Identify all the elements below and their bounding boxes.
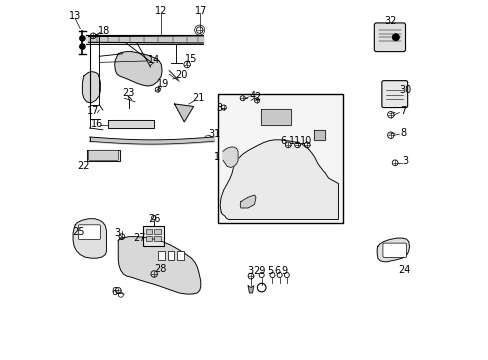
Text: 8: 8 (399, 128, 405, 138)
Text: 30: 30 (398, 85, 410, 95)
Text: 29: 29 (253, 266, 265, 276)
Text: 5: 5 (266, 266, 273, 276)
Polygon shape (73, 219, 106, 258)
Text: 31: 31 (207, 129, 220, 139)
Circle shape (80, 36, 85, 41)
Text: 3: 3 (216, 103, 222, 113)
Polygon shape (376, 238, 408, 262)
Polygon shape (115, 51, 162, 86)
Text: 27: 27 (133, 233, 146, 243)
Polygon shape (220, 140, 338, 220)
Bar (143, 226, 164, 246)
Polygon shape (260, 109, 290, 126)
Text: 21: 21 (192, 93, 204, 103)
Text: 24: 24 (397, 265, 409, 275)
Text: 10: 10 (300, 136, 312, 145)
Bar (217, 94, 343, 223)
Polygon shape (174, 104, 193, 122)
Circle shape (391, 34, 399, 41)
Text: 3: 3 (401, 156, 407, 166)
Text: 17: 17 (194, 6, 206, 16)
Text: 16: 16 (90, 120, 102, 129)
Text: 20: 20 (175, 70, 187, 80)
Text: 17: 17 (87, 106, 99, 116)
Polygon shape (240, 195, 255, 208)
Polygon shape (82, 72, 100, 103)
Polygon shape (107, 120, 154, 128)
Polygon shape (86, 35, 203, 44)
Polygon shape (118, 237, 201, 294)
FancyBboxPatch shape (373, 23, 405, 51)
Text: 11: 11 (288, 136, 300, 146)
Text: 12: 12 (155, 6, 167, 16)
Polygon shape (223, 147, 238, 167)
Text: 13: 13 (69, 11, 81, 21)
Polygon shape (87, 149, 120, 161)
Text: 6: 6 (280, 136, 286, 146)
Text: 6: 6 (111, 287, 118, 297)
Text: 22: 22 (78, 161, 90, 171)
Text: 9: 9 (281, 266, 287, 276)
Text: 18: 18 (98, 26, 110, 36)
Text: 19: 19 (156, 79, 168, 89)
Text: 26: 26 (148, 214, 160, 224)
Text: 23: 23 (122, 88, 134, 98)
Text: 7: 7 (399, 106, 406, 116)
Text: 4: 4 (249, 91, 255, 101)
Bar (154, 236, 160, 241)
Bar (177, 251, 183, 260)
Text: 6: 6 (274, 266, 280, 276)
Text: 1: 1 (213, 152, 219, 162)
Text: 14: 14 (148, 55, 160, 65)
Text: 15: 15 (185, 54, 197, 64)
Bar (158, 251, 164, 260)
FancyBboxPatch shape (381, 81, 407, 108)
Text: 32: 32 (384, 17, 396, 27)
Text: 2: 2 (253, 92, 260, 102)
Text: 25: 25 (72, 227, 85, 237)
Bar (167, 251, 174, 260)
FancyBboxPatch shape (78, 225, 100, 239)
Polygon shape (314, 130, 325, 140)
Bar (154, 229, 160, 234)
FancyBboxPatch shape (88, 150, 119, 160)
Polygon shape (247, 286, 253, 293)
Circle shape (80, 44, 85, 49)
Text: 3: 3 (114, 228, 120, 238)
Bar (145, 229, 152, 234)
Text: 28: 28 (154, 264, 166, 274)
Text: 3: 3 (246, 266, 252, 276)
Bar (145, 236, 152, 241)
FancyBboxPatch shape (382, 243, 406, 257)
